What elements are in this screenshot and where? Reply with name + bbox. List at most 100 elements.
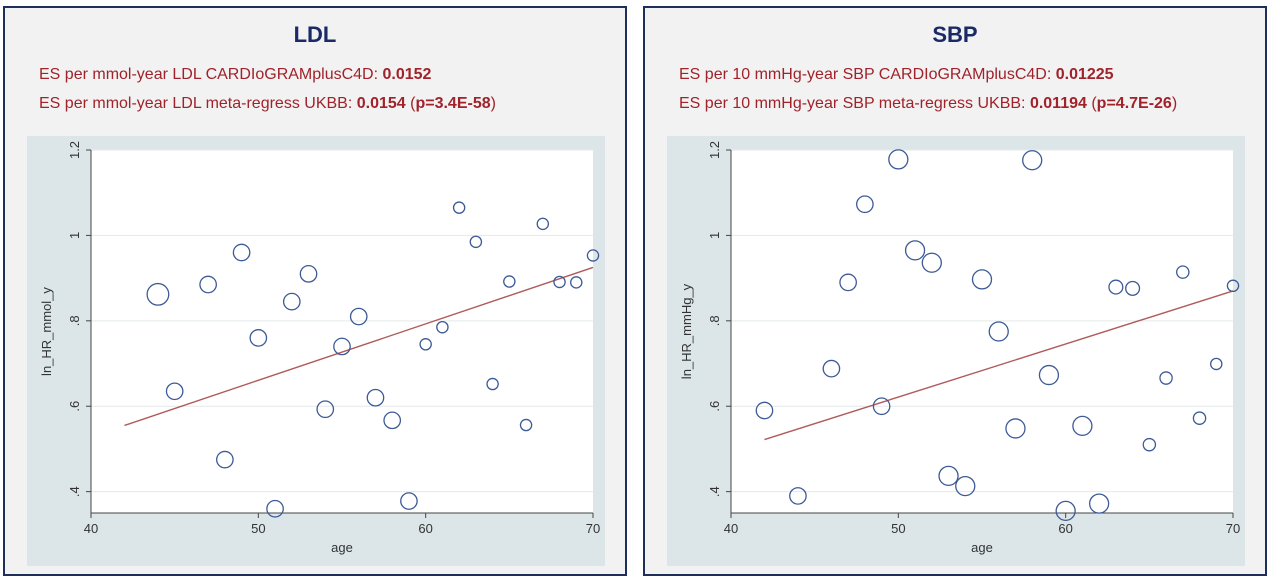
data-point: [1055, 500, 1076, 522]
es-line-ukbb: ES per 10 mmHg-year SBP meta-regress UKB…: [679, 95, 1177, 113]
data-point: [232, 243, 251, 262]
y-tick-label: .4: [67, 486, 82, 497]
es-value: 0.01194: [1029, 95, 1087, 112]
data-point: [988, 321, 1009, 342]
data-point: [1192, 411, 1207, 425]
x-tick-label: 60: [418, 521, 432, 536]
data-point: [839, 273, 857, 292]
panel-title: LDL: [293, 22, 337, 47]
data-point: [503, 275, 516, 288]
sbp-panel: SBP ES per 10 mmHg-year SBP CARDIoGRAMpl…: [643, 6, 1267, 576]
data-point: [199, 275, 217, 294]
data-point: [436, 320, 449, 334]
data-point: [519, 418, 533, 432]
data-point: [1022, 150, 1043, 171]
data-point: [1088, 493, 1110, 514]
es-label: ES per 10 mmHg-year SBP CARDIoGRAMplusC4…: [679, 66, 1056, 83]
es-label: ES per mmol-year LDL meta-regress UKBB:: [39, 95, 357, 112]
data-point: [249, 329, 268, 347]
data-point: [1142, 437, 1157, 452]
data-point: [165, 382, 184, 401]
data-point: [1072, 415, 1093, 437]
data-point: [971, 269, 993, 290]
p-close: ): [490, 95, 496, 112]
es-line-cardiogram: ES per 10 mmHg-year SBP CARDIoGRAMplusC4…: [679, 66, 1114, 84]
data-point: [921, 252, 942, 273]
p-value: p=4.7E-26: [1096, 95, 1172, 112]
y-tick-label: .4: [707, 486, 722, 497]
data-point: [333, 337, 351, 356]
p-open: (: [1086, 95, 1097, 112]
data-point: [316, 400, 335, 419]
y-tick-label: 1.2: [67, 141, 82, 159]
data-point: [955, 475, 976, 497]
chart-svg-ldl: .4 .6 .8 1 1.2 40 50 60 70 age ln_HR_mmol_y: [39, 141, 600, 555]
data-point: [586, 249, 600, 262]
data-point: [383, 411, 402, 430]
data-point: [822, 359, 841, 378]
p-close: ): [1171, 95, 1178, 112]
fit-line: [124, 266, 594, 427]
plot-area: [731, 150, 1233, 513]
x-tick-label: 40: [84, 521, 98, 536]
data-point: [888, 149, 909, 170]
y-axis-title: ln_HR_mmol_y: [39, 287, 54, 376]
x-axis-title: age: [971, 540, 993, 555]
data-point: [872, 397, 891, 416]
data-point: [469, 235, 483, 249]
data-point: [146, 282, 170, 306]
data-point: [553, 275, 566, 289]
es-value: 0.0152: [382, 66, 432, 83]
es-line-ukbb: ES per mmol-year LDL meta-regress UKBB: …: [39, 95, 496, 113]
y-tick-label: .6: [67, 401, 82, 412]
data-point: [755, 401, 774, 420]
y-tick-label: 1.2: [707, 141, 722, 159]
data-point: [299, 264, 318, 283]
data-point: [486, 377, 499, 391]
es-value: 0.01225: [1055, 66, 1114, 83]
x-tick-label: 60: [1058, 521, 1072, 536]
data-point: [1176, 265, 1190, 279]
data-point: [366, 388, 385, 407]
data-point: [216, 450, 234, 469]
data-point: [789, 487, 807, 505]
data-point: [282, 292, 301, 311]
data-point: [1226, 279, 1240, 293]
y-tick-label: 1: [707, 232, 722, 239]
data-point: [349, 307, 368, 326]
es-value: 0.0154: [356, 95, 406, 112]
data-point: [570, 276, 583, 289]
panel-title: SBP: [932, 22, 978, 47]
data-point: [400, 492, 418, 510]
plot-area: [91, 150, 593, 513]
p-open: (: [405, 95, 416, 112]
data-point: [1125, 280, 1141, 296]
data-point: [1038, 364, 1060, 386]
x-axis-title: age: [331, 540, 353, 555]
x-tick-label: 50: [251, 521, 265, 536]
x-tick-label: 50: [891, 521, 905, 536]
data-point: [1210, 357, 1223, 371]
data-point: [266, 499, 284, 518]
p-value: p=3.4E-58: [415, 95, 491, 112]
fit-line: [764, 290, 1234, 441]
data-point: [1159, 371, 1173, 385]
es-line-cardiogram: ES per mmol-year LDL CARDIoGRAMplusC4D: …: [39, 66, 431, 84]
data-point: [1005, 418, 1026, 439]
y-tick-label: .8: [707, 315, 722, 326]
x-tick-label: 70: [586, 521, 600, 536]
x-tick-label: 40: [724, 521, 738, 536]
es-label: ES per mmol-year LDL CARDIoGRAMplusC4D:: [39, 66, 383, 83]
data-point: [856, 195, 874, 214]
ldl-panel: LDL ES per mmol-year LDL CARDIoGRAMplusC…: [3, 6, 627, 576]
y-tick-label: .6: [707, 401, 722, 412]
es-label: ES per 10 mmHg-year SBP meta-regress UKB…: [679, 95, 1030, 112]
data-point: [904, 240, 926, 261]
y-tick-label: 1: [67, 232, 82, 239]
data-point: [938, 465, 959, 486]
y-axis-title: ln_HR_mmHg_y: [679, 283, 694, 379]
chart-svg-sbp: .4 .6 .8 1 1.2 40 50 60 70 age ln_HR_mmHg_y: [679, 141, 1240, 555]
data-point: [419, 338, 432, 351]
data-point: [452, 201, 466, 214]
data-point: [1108, 279, 1124, 295]
